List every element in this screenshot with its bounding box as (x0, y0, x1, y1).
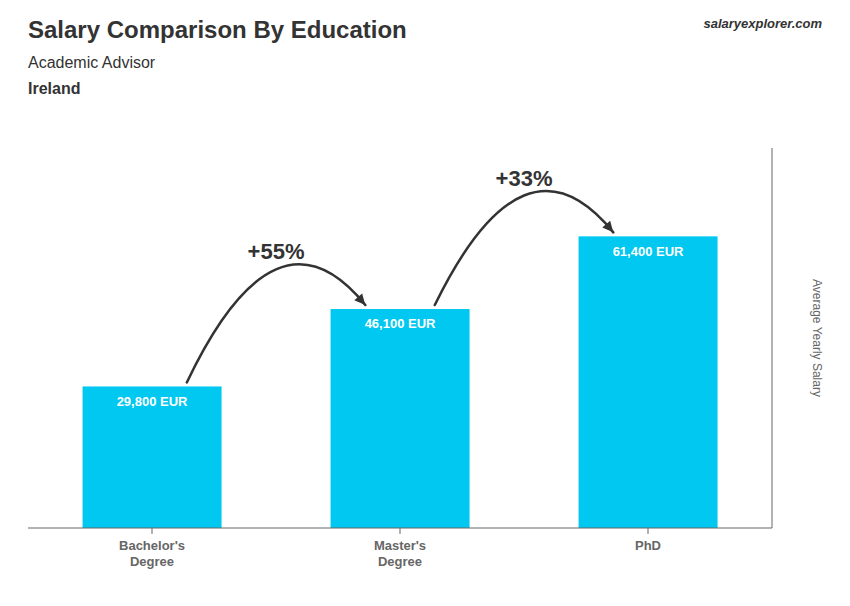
html-text:salaryexplorer.com: salaryexplorer.com (703, 16, 822, 31)
svg-text:+55%: +55% (248, 239, 305, 264)
html-text:Salary Comparison By Education: Salary Comparison By Education (28, 16, 407, 43)
html-text:Ireland: Ireland (28, 80, 81, 97)
html-text:Academic Advisor: Academic Advisor (28, 54, 156, 71)
svg-text:+33%: +33% (496, 166, 553, 191)
svg-text:29,800 EUR: 29,800 EUR (117, 394, 188, 409)
svg-text:Master'sDegree: Master'sDegree (374, 538, 426, 569)
svg-text:46,100 EUR: 46,100 EUR (365, 316, 436, 331)
svg-text:Bachelor'sDegree: Bachelor'sDegree (119, 538, 185, 569)
svg-text:61,400 EUR: 61,400 EUR (613, 244, 684, 259)
svg-text:Average Yearly Salary: Average Yearly Salary (810, 279, 824, 397)
svg-text:PhD: PhD (635, 538, 661, 553)
